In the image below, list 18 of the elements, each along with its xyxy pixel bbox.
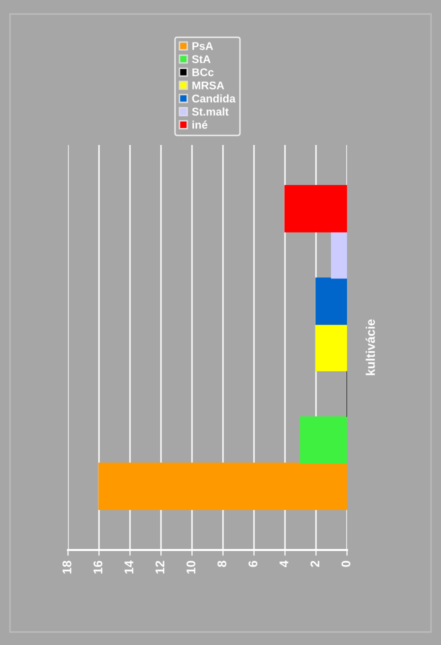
x-tick-label: 8 <box>218 560 226 567</box>
y-axis-title: kultivácie <box>366 319 375 376</box>
legend-label: PsA <box>192 42 214 50</box>
x-tick-label: 18 <box>62 560 72 574</box>
x-tick-label: 16 <box>94 560 102 574</box>
x-tick-label: 2 <box>310 560 320 567</box>
legend-label: Candida <box>192 94 236 102</box>
legend-label: StA <box>192 55 211 64</box>
x-tick-label: 4 <box>280 560 288 568</box>
legend-label: BCc <box>192 68 214 76</box>
x-tick-label: 6 <box>248 560 258 567</box>
x-tick-label: 10 <box>186 560 196 574</box>
legend-label: iné <box>192 120 208 129</box>
x-tick-label: 0 <box>342 560 350 567</box>
x-tick-label: 12 <box>156 560 164 574</box>
legend-label: MRSA <box>192 81 224 90</box>
legend-label: St.malt <box>192 107 229 116</box>
x-tick-label: 14 <box>124 560 134 574</box>
